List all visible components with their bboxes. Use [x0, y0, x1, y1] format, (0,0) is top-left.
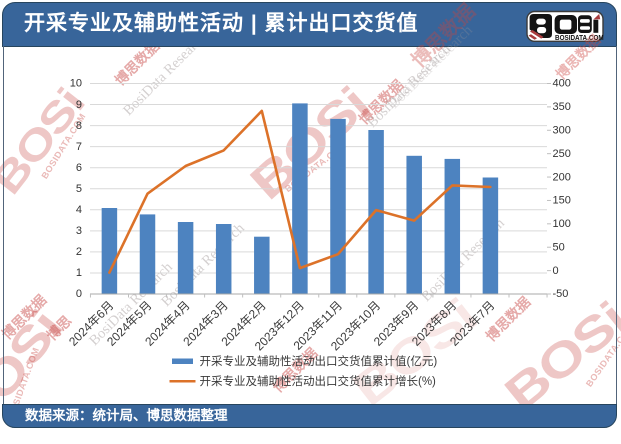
svg-text:1: 1 [76, 267, 82, 279]
svg-text:250: 250 [553, 148, 571, 160]
svg-text:9: 9 [76, 99, 82, 111]
svg-text:5: 5 [76, 183, 82, 195]
svg-text:400: 400 [553, 78, 571, 90]
svg-text:7: 7 [76, 141, 82, 153]
svg-text:开采专业及辅助性活动出口交货值累计增长(%): 开采专业及辅助性活动出口交货值累计增长(%) [200, 374, 437, 388]
svg-text:-50: -50 [553, 288, 569, 300]
svg-text:3: 3 [76, 225, 82, 237]
svg-text:50: 50 [553, 241, 565, 253]
svg-text:300: 300 [553, 124, 571, 136]
svg-text:150: 150 [553, 195, 571, 207]
svg-text:0: 0 [553, 265, 559, 277]
svg-text:200: 200 [553, 171, 571, 183]
svg-text:开采专业及辅助性活动出口交货值累计值(亿元): 开采专业及辅助性活动出口交货值累计值(亿元) [200, 354, 438, 368]
svg-text:8: 8 [76, 120, 82, 132]
svg-text:2: 2 [76, 246, 82, 258]
svg-text:100: 100 [553, 218, 571, 230]
svg-text:0: 0 [76, 288, 82, 300]
svg-text:10: 10 [70, 78, 82, 90]
svg-text:6: 6 [76, 162, 82, 174]
svg-text:BOSIDATA.COM: BOSIDATA.COM [555, 34, 604, 41]
svg-text:4: 4 [76, 204, 82, 216]
svg-text:350: 350 [553, 101, 571, 113]
